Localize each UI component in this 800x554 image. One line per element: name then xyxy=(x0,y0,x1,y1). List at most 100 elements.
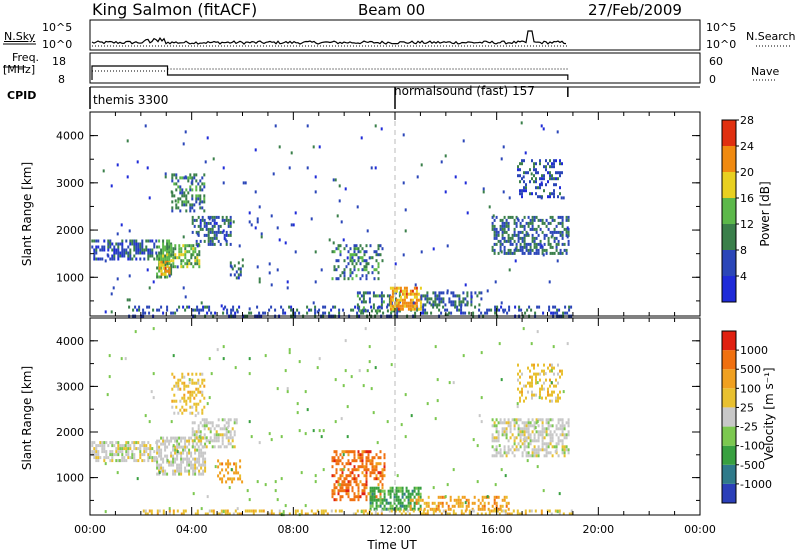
power-cell xyxy=(376,311,379,315)
velocity-cell xyxy=(341,489,344,493)
velocity-cell xyxy=(553,372,555,376)
velocity-cell xyxy=(108,354,111,358)
velocity-cell xyxy=(543,430,546,434)
power-cell xyxy=(545,233,548,237)
power-cell xyxy=(363,250,366,254)
velocity-cell xyxy=(99,444,102,448)
velocity-cell xyxy=(494,509,497,513)
power-cell xyxy=(519,221,522,225)
velocity-cell xyxy=(349,462,352,466)
power-cell xyxy=(507,251,510,255)
velocity-cell xyxy=(452,509,455,513)
velocity-cell xyxy=(565,448,568,452)
power-cell xyxy=(494,311,497,315)
power-cell xyxy=(533,245,536,249)
velocity-cell xyxy=(187,384,190,388)
power-cell xyxy=(195,194,198,198)
velocity-cell xyxy=(191,372,194,376)
power-cell xyxy=(344,187,347,191)
velocity-cell xyxy=(459,504,462,508)
velocity-cell xyxy=(529,433,532,437)
velocity-cell xyxy=(268,432,271,436)
velocity-cell xyxy=(300,509,303,513)
velocity-cell xyxy=(497,433,500,437)
velocity-colorbar-tick-label: 25 xyxy=(740,401,754,414)
power-cell xyxy=(424,297,427,301)
power-cell xyxy=(551,165,553,169)
power-cell xyxy=(566,226,569,230)
velocity-cell xyxy=(91,441,94,445)
velocity-cell xyxy=(479,501,482,505)
velocity-cell xyxy=(507,448,510,452)
velocity-cell xyxy=(194,451,197,455)
power-cell xyxy=(314,308,317,312)
power-cell xyxy=(236,310,239,314)
velocity-cell xyxy=(164,469,167,473)
velocity-cell xyxy=(225,433,228,437)
velocity-cell xyxy=(171,405,174,409)
velocity-cell xyxy=(343,483,346,487)
power-cell xyxy=(517,174,519,178)
velocity-cell xyxy=(119,444,122,448)
velocity-cell xyxy=(495,427,498,431)
velocity-cell xyxy=(409,492,412,496)
power-cell xyxy=(203,185,206,189)
power-cell xyxy=(213,221,216,225)
power-cell xyxy=(559,248,562,252)
velocity-cell xyxy=(208,357,211,361)
velocity-cell xyxy=(194,457,197,461)
power-cell xyxy=(438,300,441,304)
velocity-cell xyxy=(237,477,240,481)
velocity-cell xyxy=(557,396,559,400)
power-cell xyxy=(162,254,165,258)
power-cell xyxy=(493,248,496,252)
power-cell xyxy=(549,195,551,199)
velocity-cell xyxy=(559,424,562,428)
velocity-cell xyxy=(375,501,378,505)
velocity-cell xyxy=(389,492,392,496)
velocity-cell xyxy=(541,439,544,443)
power-cell xyxy=(401,301,404,305)
velocity-cell xyxy=(426,402,429,406)
power-cell xyxy=(551,251,554,255)
power-cell xyxy=(540,244,543,248)
power-cell xyxy=(91,245,94,249)
velocity-cell xyxy=(227,421,230,425)
velocity-cell xyxy=(239,465,242,469)
velocity-cell xyxy=(353,450,356,454)
velocity-cell xyxy=(188,448,191,452)
power-cell xyxy=(181,176,184,180)
power-cell xyxy=(182,286,185,290)
velocity-cell xyxy=(248,372,251,376)
velocity-cell xyxy=(567,451,570,455)
velocity-cell xyxy=(197,424,200,428)
power-cell xyxy=(187,191,190,195)
velocity-cell xyxy=(365,498,368,502)
velocity-cell xyxy=(536,420,539,424)
power-cell xyxy=(559,251,562,255)
velocity-cell xyxy=(561,418,564,422)
velocity-cell xyxy=(379,456,382,460)
velocity-cell xyxy=(497,495,500,499)
velocity-cell xyxy=(460,509,463,513)
velocity-cell xyxy=(517,387,519,391)
power-cell xyxy=(97,239,100,243)
velocity-cell xyxy=(288,512,291,516)
velocity-cell xyxy=(194,448,197,452)
velocity-cell xyxy=(507,451,510,455)
velocity-cell xyxy=(235,465,238,469)
velocity-cell xyxy=(252,512,255,516)
velocity-cell xyxy=(521,451,524,455)
velocity-cell xyxy=(135,441,138,445)
power-cell xyxy=(226,311,229,315)
velocity-cell xyxy=(149,453,152,457)
velocity-cell xyxy=(545,445,548,449)
velocity-cell xyxy=(519,390,521,394)
power-cell xyxy=(397,304,400,308)
power-cell xyxy=(519,224,522,228)
power-cell xyxy=(555,183,557,187)
velocity-cell xyxy=(383,462,386,466)
velocity-cell xyxy=(547,427,550,431)
velocity-cell xyxy=(180,463,183,467)
velocity-cell xyxy=(356,509,359,513)
